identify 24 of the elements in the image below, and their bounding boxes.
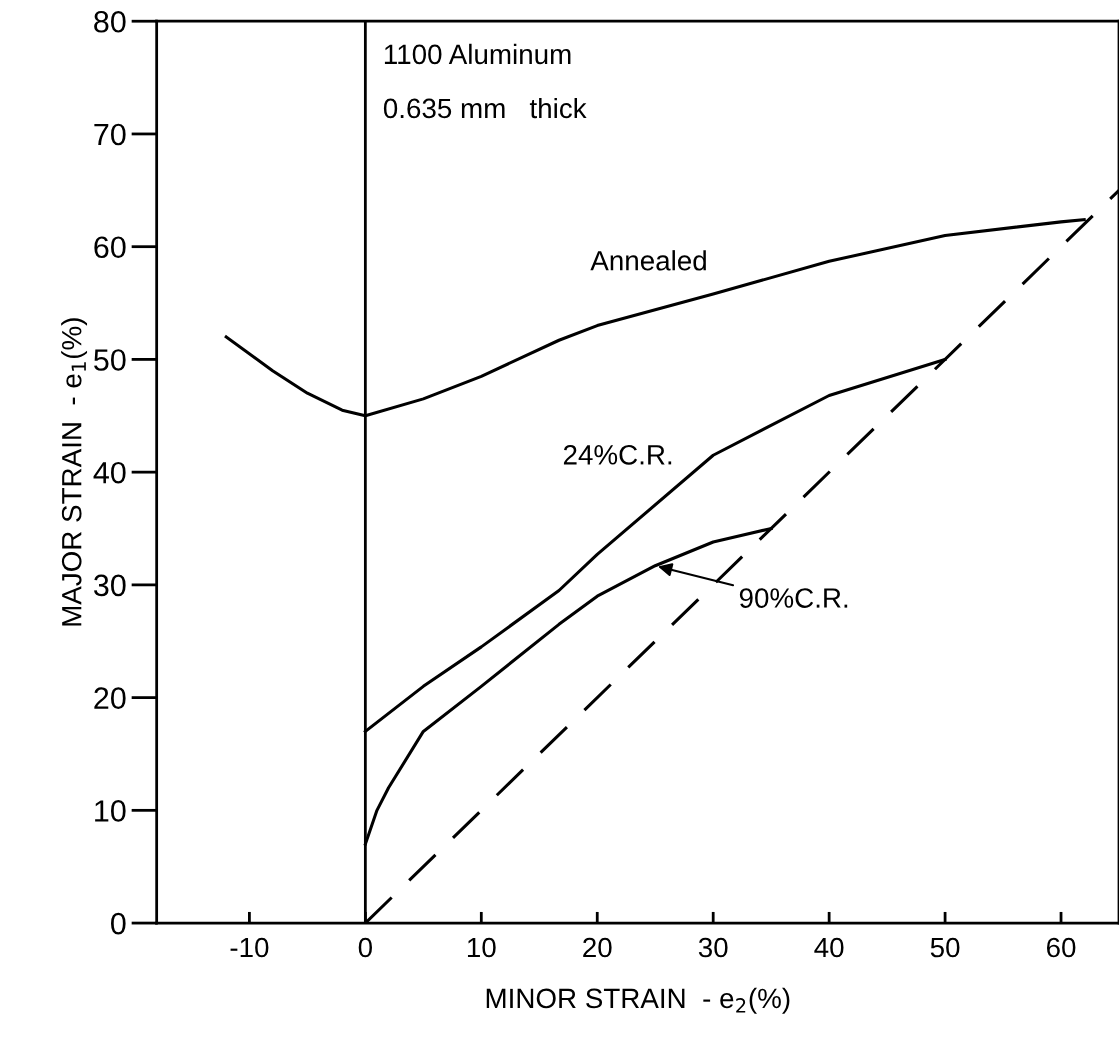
y-tick-label: 60 [94,236,126,259]
y-axis-title: MAJOR STRAIN - e$_{1}$(%) [61,318,88,626]
x-tick-label: 50 [930,937,960,958]
x-tick-label: 10 [467,937,496,958]
x-tick-label: 40 [814,937,844,958]
x-tick-label: 20 [583,937,612,958]
y-tick-label: 80 [94,10,126,33]
x-tick-label: 30 [698,937,728,958]
series-label: 90%C.R. [739,588,848,608]
x-tick-label: 0 [358,937,372,958]
y-tick-label: 30 [93,574,126,597]
x-tick-label: 60 [1046,937,1076,958]
y-tick-label: 20 [94,687,126,709]
y-tick-label: 40 [93,461,126,484]
y-tick-label: 10 [95,800,126,822]
x-tick-label: -10 [230,937,269,958]
y-tick-label: 0 [111,912,126,935]
series-label: 24%C.R. [563,445,672,465]
y-tick-label: 50 [94,349,126,371]
x-axis-title: MINOR STRAIN - e$_{2}$(%) [486,987,790,1014]
annotation: 1100 Aluminum [384,43,571,65]
annotation: 0.635 mm thick [383,97,587,119]
y-tick-label: 70 [94,123,126,146]
series-label: Annealed [590,250,706,271]
